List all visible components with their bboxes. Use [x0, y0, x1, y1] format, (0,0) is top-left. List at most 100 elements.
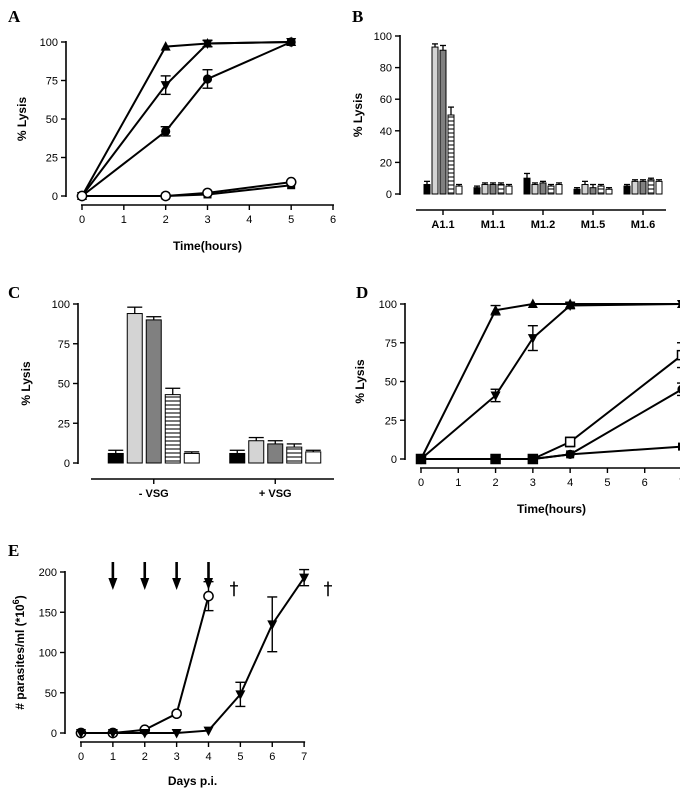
- bar: [164, 394, 181, 464]
- marker-triangle-down: [565, 301, 576, 312]
- x-tick-label: 6: [642, 477, 648, 489]
- x-tick-label: 3: [204, 214, 210, 226]
- treatment-arrow-head: [204, 578, 213, 590]
- marker-triangle-down: [202, 39, 213, 50]
- y-axis-label: % Lysis: [351, 93, 365, 138]
- bar: [573, 188, 581, 195]
- x-tick-label: 1: [110, 751, 116, 763]
- bar: [647, 179, 655, 195]
- bar: [639, 180, 647, 195]
- bar: [229, 452, 246, 464]
- bar: [183, 452, 200, 464]
- bar: [531, 184, 539, 195]
- marker-circle-filled: [286, 37, 296, 47]
- series-line-5: [421, 445, 680, 460]
- y-axis-label: # parasites/ml (*106): [11, 595, 27, 709]
- panel-letter-a: A: [8, 7, 21, 26]
- bar: [447, 114, 455, 195]
- marker-circle-open: [285, 176, 297, 188]
- bar: [145, 319, 162, 464]
- y-axis-label-text: # parasites/ml (*10: [13, 604, 27, 710]
- treatment-arrow-head: [108, 578, 118, 590]
- marker-triangle-down: [171, 729, 182, 739]
- y-tick-label: 75: [385, 338, 397, 350]
- bar: [423, 184, 431, 195]
- y-tick-label: 50: [58, 379, 70, 391]
- y-tick-label: 100: [374, 31, 392, 43]
- marker-square-open: [676, 349, 680, 361]
- x-tick-label: 1: [121, 214, 127, 226]
- panel-letter-e: E: [8, 541, 19, 560]
- death-dagger-symbol: †: [230, 578, 239, 599]
- y-tick-label: 0: [51, 728, 57, 740]
- y-axis-label-text: % Lysis: [19, 361, 33, 406]
- x-tick-label: 2: [493, 477, 499, 489]
- bar: [481, 184, 489, 195]
- y-tick-label: 100: [379, 299, 397, 311]
- bar: [597, 185, 605, 195]
- marker-triangle-down: [139, 729, 150, 739]
- marker-square-filled: [417, 455, 425, 463]
- panel-letter-d: D: [356, 283, 368, 302]
- x-tick-label: 7: [301, 751, 307, 763]
- marker-square-filled: [678, 442, 680, 451]
- panel-letter-b: B: [352, 7, 363, 26]
- x-axis-label: Time(hours): [517, 502, 586, 516]
- series-line-5: [82, 181, 292, 197]
- bar: [539, 182, 547, 195]
- y-axis-label-text: % Lysis: [15, 97, 29, 142]
- y-tick-label: 25: [46, 153, 58, 165]
- x-tick-label: 6: [330, 214, 336, 226]
- bar: [555, 184, 563, 195]
- x-tick-label: 6: [269, 751, 275, 763]
- y-tick-label: 25: [58, 418, 70, 430]
- category-label: + VSG: [259, 488, 292, 500]
- bar: [631, 180, 639, 195]
- x-tick-label: 4: [567, 477, 573, 489]
- marker-square-filled: [566, 450, 575, 459]
- marker-triangle-up: [527, 298, 538, 308]
- marker-circle-open: [76, 190, 88, 202]
- y-axis-label: % Lysis: [353, 359, 367, 404]
- marker-triangle-up: [490, 304, 501, 315]
- x-tick-label: 5: [604, 477, 610, 489]
- series-line-1: [81, 595, 210, 734]
- bar: [473, 187, 481, 195]
- y-tick-label: 200: [39, 567, 57, 579]
- category-label: A1.1: [431, 219, 454, 231]
- x-axis-label: Days p.i.: [168, 774, 217, 788]
- y-axis-label: % Lysis: [15, 97, 29, 142]
- y-tick-label: 0: [64, 458, 70, 470]
- bar: [107, 452, 124, 464]
- y-tick-label: 40: [380, 126, 392, 138]
- y-tick-label: 60: [380, 94, 392, 106]
- y-tick-label: 100: [52, 299, 70, 311]
- bar: [523, 177, 531, 195]
- x-tick-label: 4: [205, 751, 211, 763]
- marker-triangle-down: [107, 729, 118, 739]
- bar: [126, 313, 143, 464]
- bar: [505, 185, 513, 195]
- category-label: M1.5: [581, 219, 605, 231]
- y-axis-label-end: ): [13, 595, 27, 599]
- marker-triangle-down: [677, 300, 680, 306]
- x-tick-label: 3: [530, 477, 536, 489]
- y-tick-label: 75: [46, 76, 58, 88]
- series-line-2: [81, 577, 305, 734]
- y-tick-label: 0: [391, 454, 397, 466]
- panel-letter-c: C: [8, 283, 20, 302]
- x-axis-label: Time(hours): [173, 239, 242, 253]
- bar: [267, 443, 284, 464]
- marker-triangle-up: [160, 41, 171, 51]
- marker-triangle-down: [490, 391, 501, 401]
- bar: [455, 185, 463, 195]
- x-tick-label: 3: [174, 751, 180, 763]
- x-tick-label: 2: [142, 751, 148, 763]
- x-tick-label: 4: [246, 214, 252, 226]
- marker-circle-filled: [161, 126, 171, 136]
- marker-triangle-down: [160, 81, 171, 91]
- y-tick-label: 0: [386, 189, 392, 201]
- bar: [305, 451, 322, 464]
- bar: [489, 184, 497, 195]
- y-axis-label: % Lysis: [19, 361, 33, 406]
